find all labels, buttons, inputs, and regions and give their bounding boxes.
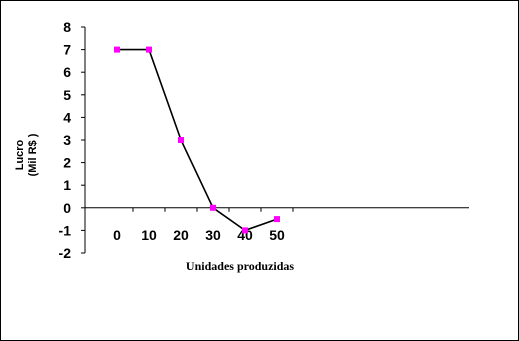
- y-tick-label: 6: [63, 64, 71, 80]
- data-point-marker: [274, 216, 280, 223]
- x-tick-label: 10: [141, 227, 157, 243]
- y-tick-label: 1: [63, 177, 71, 193]
- y-tick-label: 8: [63, 19, 71, 35]
- y-axis-label: Lucro: [14, 139, 26, 170]
- x-tick-label: 0: [113, 227, 121, 243]
- y-axis-label-unit: (Mil R$ ): [27, 133, 39, 176]
- x-tick-label: 20: [173, 227, 189, 243]
- y-axis-ticks: 8 7 6 5 4 3 2 1 0 -1 -2: [59, 19, 85, 261]
- data-point-marker: [178, 137, 184, 143]
- series-line: [117, 48, 278, 232]
- y-tick-label: 4: [63, 109, 71, 125]
- data-point-marker: [114, 46, 120, 53]
- series-markers: [114, 46, 280, 234]
- data-point-marker: [210, 204, 216, 211]
- data-point-marker: [242, 227, 248, 234]
- x-tick-label: 30: [205, 227, 221, 243]
- y-tick-label: -1: [59, 222, 72, 238]
- x-tick-label: 50: [269, 227, 285, 243]
- y-tick-label: 5: [63, 87, 71, 103]
- y-tick-label: 7: [63, 42, 71, 58]
- x-tick-label: 40: [237, 227, 253, 243]
- data-point-marker: [146, 46, 152, 53]
- x-axis-ticks: 0 10 20 30 40 50: [113, 207, 294, 243]
- y-tick-label: 0: [63, 200, 71, 216]
- y-tick-label: 2: [63, 155, 71, 171]
- y-tick-label: 3: [63, 132, 71, 148]
- x-axis-label: Unidades produzidas: [186, 259, 294, 273]
- y-tick-label: -2: [59, 245, 72, 261]
